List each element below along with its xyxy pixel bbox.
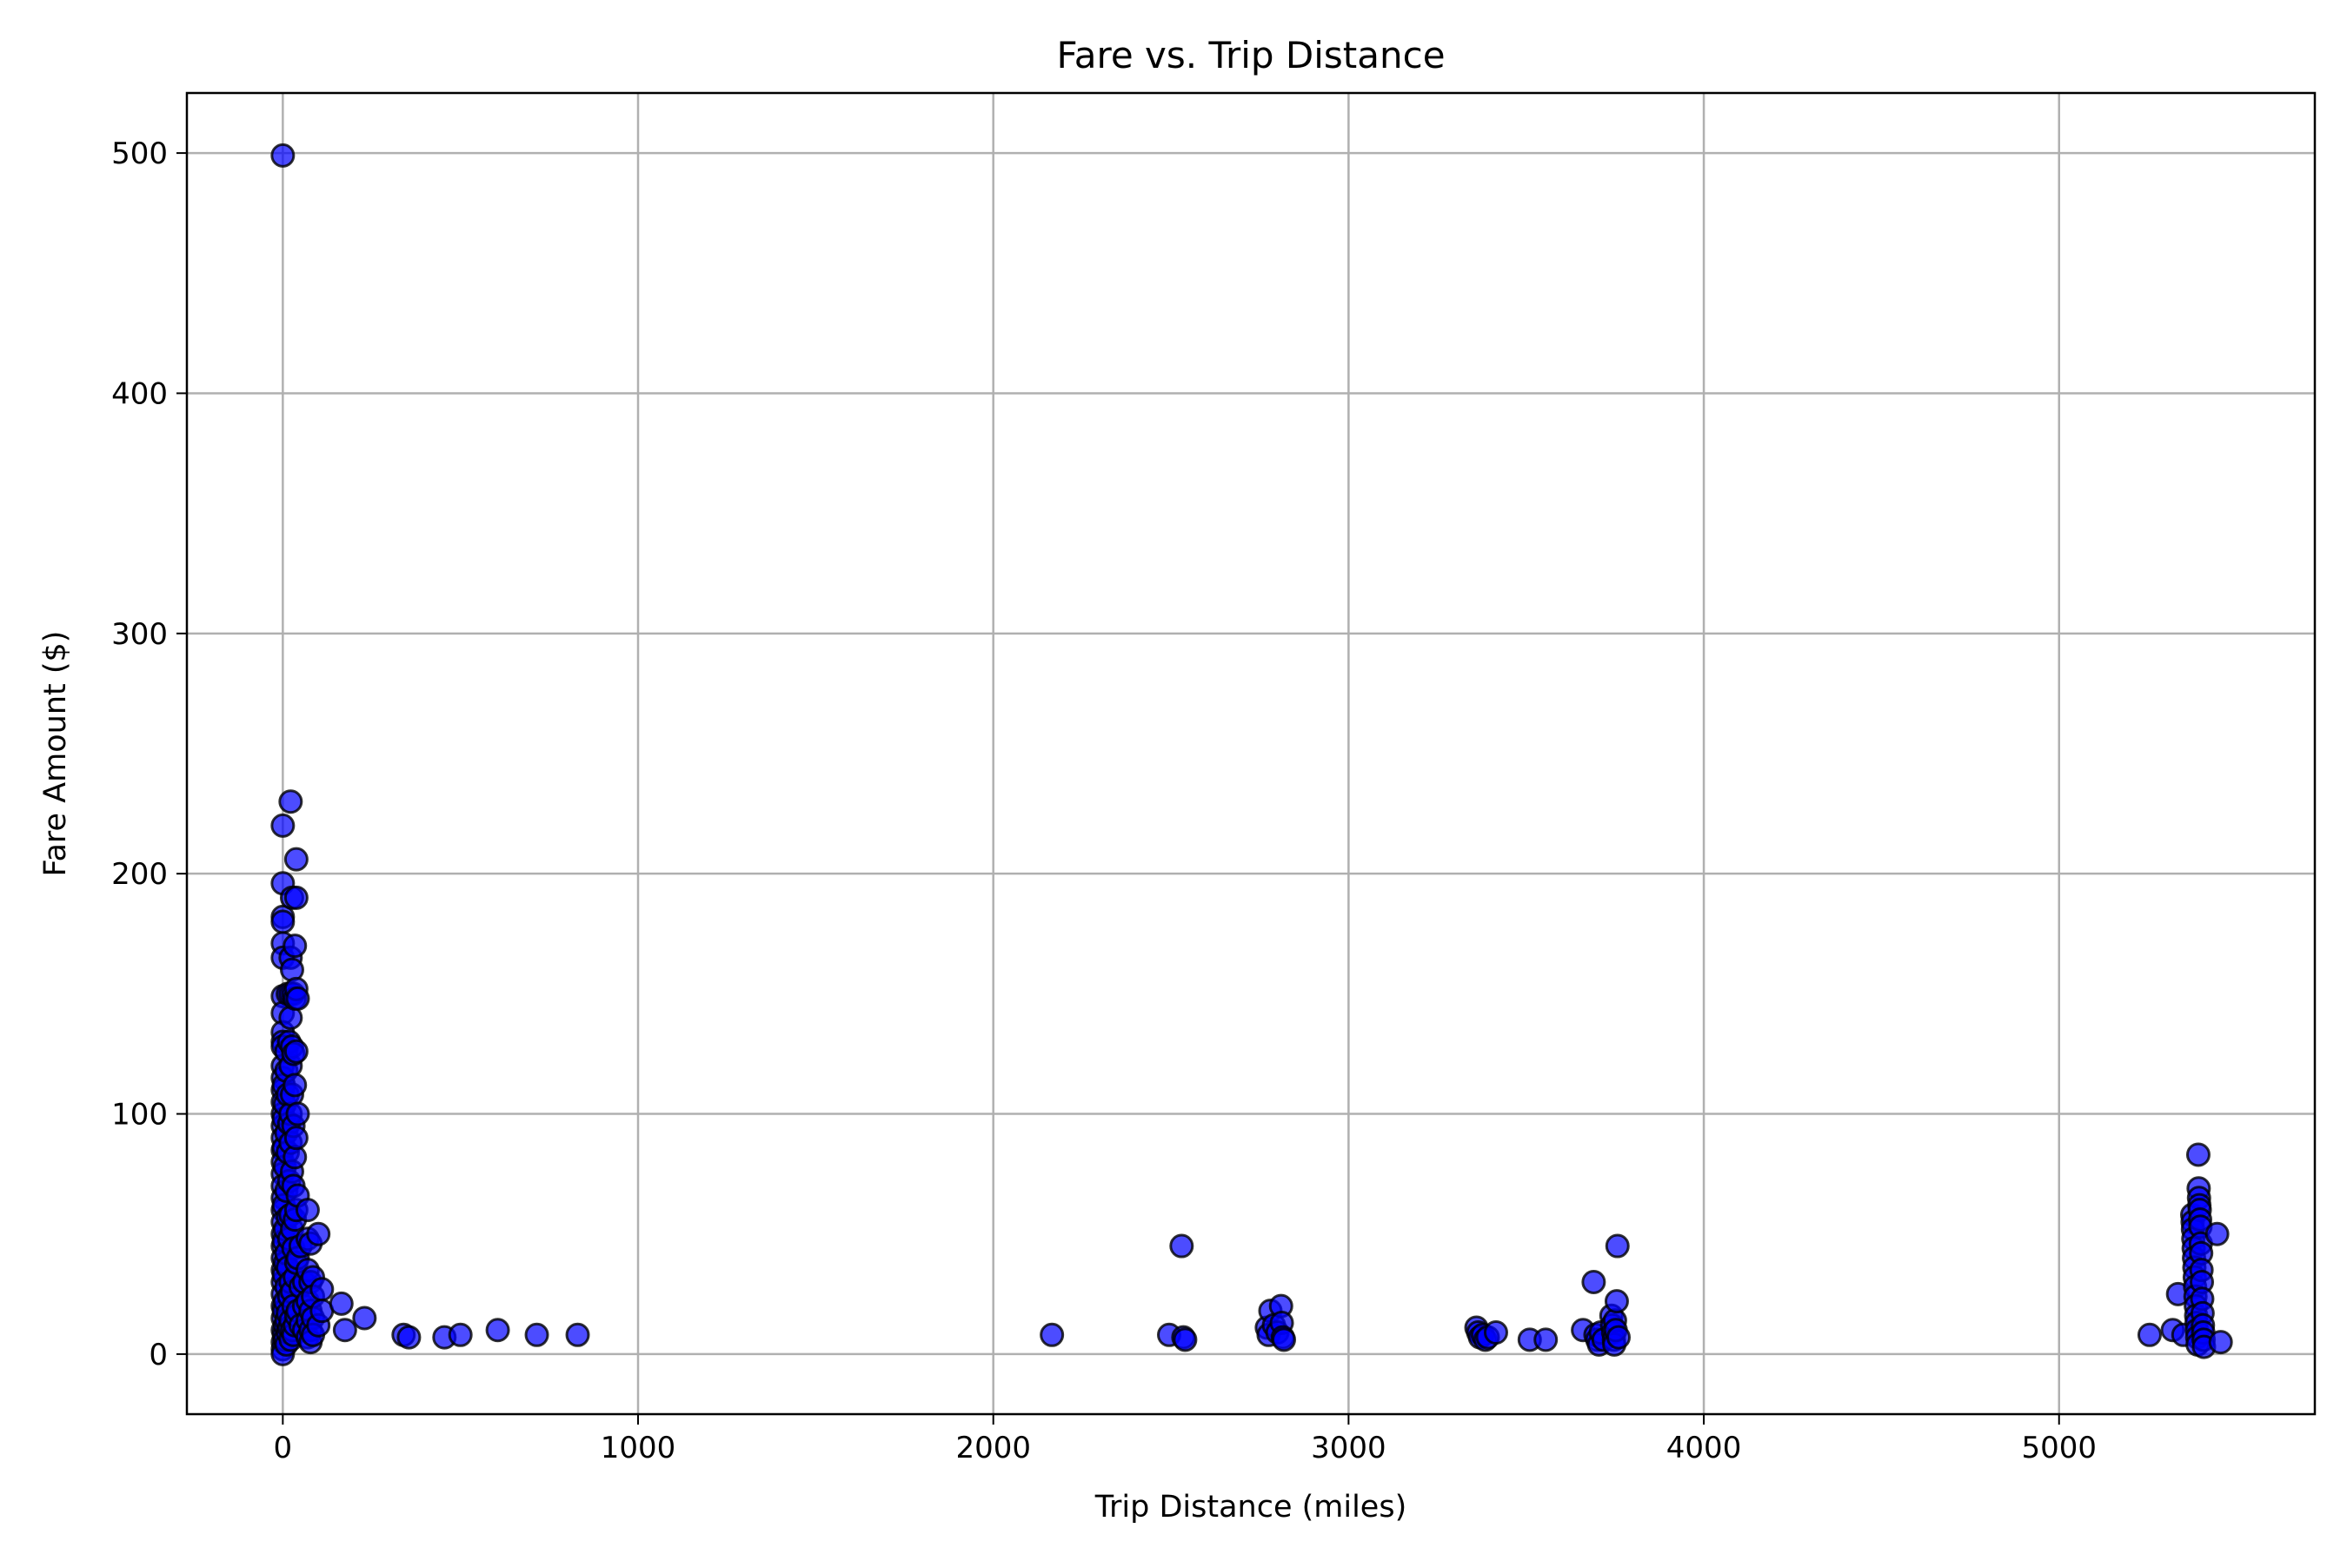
data-point (278, 789, 303, 814)
x-tick-label: 3000 (1311, 1431, 1386, 1465)
data-point (1606, 1325, 1631, 1350)
data-point (283, 1039, 309, 1064)
chart-title: Fare vs. Trip Distance (1056, 34, 1445, 76)
data-point (285, 1101, 310, 1126)
y-axis-ticks: 0 100 200 300 400 500 (111, 136, 187, 1372)
y-tick-label: 100 (111, 1098, 168, 1133)
x-tick-label: 0 (274, 1431, 293, 1465)
data-point (306, 1221, 331, 1246)
data-point (565, 1322, 590, 1347)
grid-lines (187, 93, 2315, 1414)
data-point (2208, 1330, 2233, 1355)
x-tick-label: 1000 (601, 1431, 676, 1465)
data-point (1581, 1270, 1606, 1294)
data-point (485, 1318, 510, 1343)
data-point (1040, 1322, 1065, 1347)
data-point (1272, 1327, 1297, 1352)
y-tick-label: 200 (111, 857, 168, 892)
data-point (524, 1322, 549, 1347)
data-point (332, 1318, 357, 1343)
data-point (1533, 1327, 1559, 1352)
data-point (2204, 1221, 2230, 1246)
data-point (396, 1325, 422, 1350)
scatter-points (270, 143, 2233, 1366)
x-axis-ticks: 0 1000 2000 3000 4000 5000 (274, 1414, 2097, 1465)
data-point (1169, 1233, 1194, 1259)
data-point (1483, 1320, 1508, 1345)
y-tick-label: 0 (149, 1338, 168, 1372)
data-point (1605, 1233, 1630, 1259)
y-tick-label: 500 (111, 136, 168, 171)
data-point (283, 1073, 308, 1098)
data-point (295, 1198, 320, 1223)
x-axis-label: Trip Distance (miles) (1094, 1490, 1406, 1525)
x-tick-label: 2000 (955, 1431, 1031, 1465)
data-point (283, 933, 308, 959)
x-tick-label: 5000 (2021, 1431, 2097, 1465)
data-point (2185, 1142, 2211, 1167)
data-point (1604, 1289, 1629, 1314)
data-point (2137, 1322, 2162, 1347)
plot-frame (185, 91, 2317, 1416)
data-point (448, 1322, 473, 1347)
x-tick-label: 4000 (1666, 1431, 1742, 1465)
data-point (270, 909, 296, 934)
data-point (283, 847, 309, 872)
data-point (329, 1291, 354, 1316)
data-point (1173, 1327, 1198, 1352)
data-point (309, 1277, 335, 1302)
y-tick-label: 300 (111, 617, 168, 652)
data-point (285, 986, 310, 1011)
data-point (352, 1306, 377, 1331)
data-point (270, 143, 296, 168)
data-point (283, 885, 309, 910)
y-axis-label: Fare Amount ($) (38, 631, 73, 877)
y-tick-label: 400 (111, 376, 168, 411)
data-point (283, 1126, 309, 1151)
data-point (270, 813, 296, 838)
